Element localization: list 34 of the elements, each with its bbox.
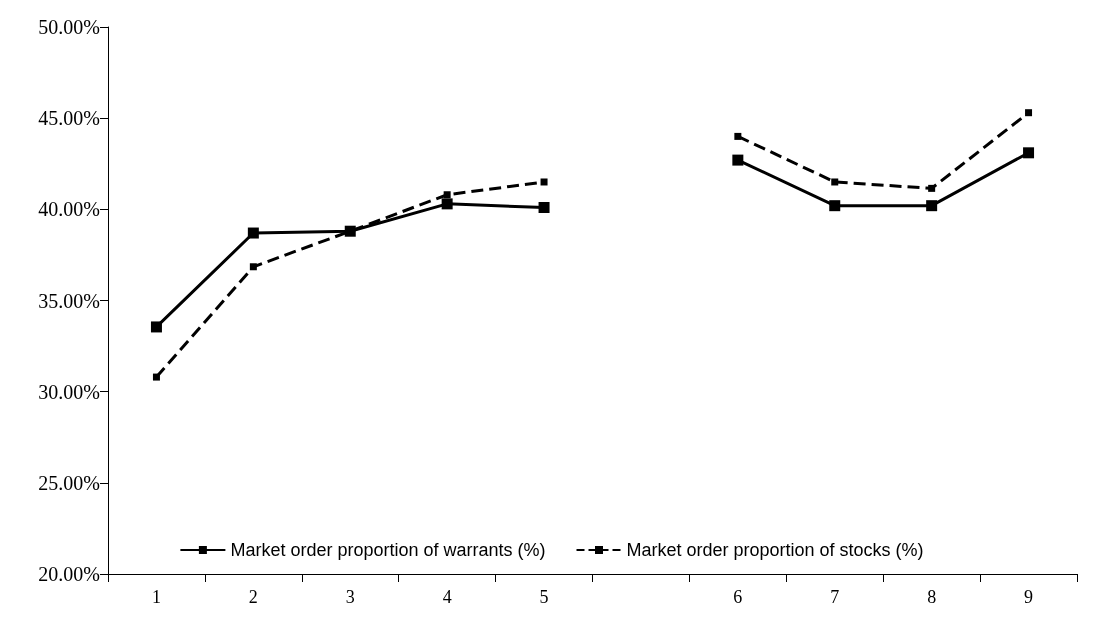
point: [247, 227, 259, 239]
x-tick-label: 1: [151, 587, 161, 607]
point: [1023, 147, 1035, 159]
point: [926, 200, 938, 212]
x-tick-label: 9: [1024, 587, 1034, 607]
x-tick-label: 3: [345, 587, 355, 607]
point: [441, 198, 453, 210]
x-tick-label: 6: [733, 587, 743, 607]
x-tick-label: 5: [539, 587, 549, 607]
point: [150, 321, 162, 333]
legend-label: Market order proportion of warrants (%): [230, 540, 546, 560]
y-tick-label: 30.00%: [38, 380, 100, 403]
point: [928, 184, 936, 192]
point: [831, 178, 839, 186]
point: [249, 263, 257, 271]
y-tick-label: 35.00%: [38, 289, 100, 312]
x-tick-label: 8: [927, 587, 937, 607]
point: [829, 200, 841, 212]
y-tick-label: 45.00%: [38, 107, 100, 130]
y-tick-label: 50.00%: [38, 16, 100, 38]
y-tick-label: 25.00%: [38, 471, 100, 494]
point: [732, 154, 744, 166]
legend-label: Market order proportion of stocks (%): [626, 540, 924, 560]
point: [540, 178, 548, 186]
point: [734, 132, 742, 140]
y-tick-label: 20.00%: [38, 563, 100, 585]
y-tick-label: 40.00%: [38, 198, 100, 221]
x-tick-label: 4: [442, 587, 452, 607]
point: [1025, 109, 1033, 117]
x-tick-label: 2: [248, 587, 258, 607]
point: [538, 202, 550, 214]
x-tick-label: 7: [830, 587, 840, 607]
point: [152, 373, 160, 381]
point: [443, 191, 451, 199]
